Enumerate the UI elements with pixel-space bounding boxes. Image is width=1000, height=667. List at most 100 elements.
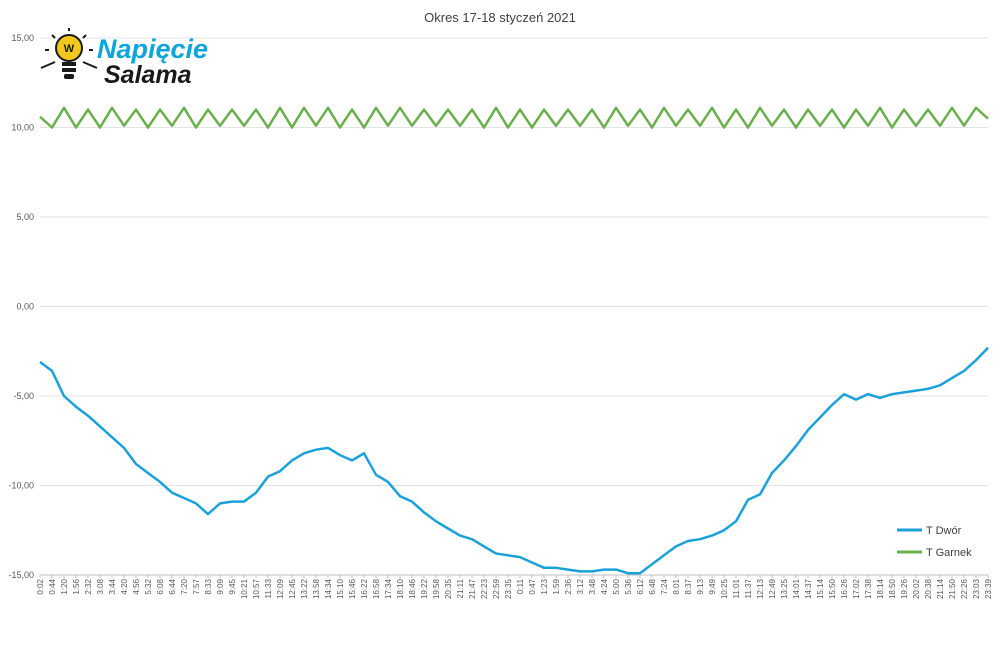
chart-title: Okres 17-18 styczeń 2021 [424,10,576,25]
series-layer [39,106,989,575]
logo-badge: W [64,43,75,55]
x-tick-label: 14:37 [804,578,813,599]
x-tick-label: 10:57 [252,578,261,599]
x-tick-label: 14:34 [324,578,333,599]
x-tick-label: 13:58 [312,578,321,599]
x-tick-label: 20:38 [924,578,933,599]
x-tick-label: 5:36 [624,578,633,594]
x-tick-label: 12:13 [756,578,765,599]
x-tick-label: 15:14 [816,578,825,599]
legend-label-t-garnek: T Garnek [926,547,972,559]
x-tick-label: 18:50 [888,578,897,599]
x-tick-label: 6:12 [636,578,645,594]
x-tick-label: 11:37 [744,578,753,598]
y-tick-label: -15,00 [8,570,34,580]
x-tick-label: 6:48 [648,578,657,594]
y-tick-label: 10,00 [11,123,34,133]
x-tick-label: 0:02 [36,578,45,594]
x-tick-label: 3:08 [96,578,105,594]
x-tick-label: 19:58 [432,578,441,599]
x-tick-label: 9:45 [228,578,237,594]
x-tick-label: 10:25 [720,578,729,599]
x-tick-label: 16:58 [372,578,381,599]
series-line-t-garnek [39,106,989,129]
x-tick-label: 8:01 [672,578,681,594]
x-tick-label: 13:22 [300,578,309,599]
x-tick-label: 17:38 [864,578,873,599]
x-tick-label: 4:56 [132,578,141,594]
x-tick-label: 7:20 [180,578,189,594]
x-tick-label: 23:35 [504,578,513,599]
x-tick-label: 22:26 [960,578,969,599]
grid-lines [40,37,988,576]
x-tick-label: 3:44 [108,578,117,594]
x-tick-label: 23:03 [972,578,981,599]
x-tick-label: 20:35 [444,578,453,599]
x-tick-label: 1:23 [540,578,549,594]
x-tick-label: 7:24 [660,578,669,594]
series-line-t-dwor [39,346,989,575]
x-tick-label: 15:50 [828,578,837,599]
x-tick-label: 13:25 [780,578,789,599]
y-tick-label: 5,00 [16,212,34,222]
x-tick-label: 9:09 [216,578,225,594]
x-tick-label: 18:14 [876,578,885,599]
x-tick-label: 2:32 [84,578,93,594]
x-tick-label: 1:20 [60,578,69,594]
x-tick-label: 2:36 [564,578,573,594]
x-tick-label: 18:10 [396,578,405,599]
x-tick-label: 12:49 [768,578,777,599]
y-axis: 15,00 10,00 5,00 0,00 -5,00 -10,00 -15,00 [8,33,34,580]
x-tick-label: 8:33 [204,578,213,594]
x-tick-label: 21:47 [468,578,477,599]
x-tick-label: 17:02 [852,578,861,599]
x-tick-label: 20:02 [912,578,921,599]
x-tick-label: 14:01 [792,578,801,599]
x-tick-label: 4:24 [600,578,609,594]
x-tick-label: 12:45 [288,578,297,599]
x-tick-label: 0:11 [516,578,525,594]
lightbulb-icon: W [40,28,98,79]
x-tick-label: 23:39 [984,578,993,599]
x-tick-label: 11:01 [732,578,741,598]
y-tick-label: -10,00 [8,481,34,491]
x-tick-label: 21:11 [456,578,465,598]
x-tick-label: 21:50 [948,578,957,599]
legend-item-t-dwor: T Dwór [897,525,962,537]
x-tick-label: 16:22 [360,578,369,599]
x-tick-label: 22:59 [492,578,501,599]
x-tick-label: 15:10 [336,578,345,599]
x-tick-label: 19:22 [420,578,429,599]
y-tick-label: -5,00 [13,391,34,401]
logo: W Napięcie Salama [40,28,208,89]
logo-text-napiecie: Napięcie [97,34,208,64]
x-tick-label: 19:26 [900,578,909,599]
x-axis: 0:02 0:44 1:20 1:56 2:32 3:08 3:44 4:20 4:56 5:32… [36,575,993,599]
x-tick-label: 16:26 [840,578,849,599]
x-tick-label: 8:37 [684,578,693,594]
x-tick-label: 3:48 [588,578,597,594]
x-tick-label: 4:20 [120,578,129,594]
x-tick-label: 7:57 [192,578,201,594]
x-tick-label: 6:08 [156,578,165,594]
x-tick-label: 10:21 [240,578,249,599]
legend: T Dwór T Garnek [897,525,972,559]
x-tick-label: 11:33 [264,578,273,598]
x-tick-label: 12:09 [276,578,285,599]
x-tick-label: 0:47 [528,578,537,594]
x-tick-label: 3:12 [576,578,585,594]
legend-item-t-garnek: T Garnek [897,547,972,559]
logo-text-salama: Salama [104,61,192,89]
x-tick-label: 17:34 [384,578,393,599]
x-tick-label: 18:46 [408,578,417,599]
x-tick-label: 9:49 [708,578,717,594]
x-tick-label: 21:14 [936,578,945,599]
x-tick-label: 5:00 [612,578,621,594]
x-tick-label: 1:59 [552,578,561,594]
x-tick-label: 6:44 [168,578,177,594]
y-tick-label: 0,00 [16,302,34,312]
legend-label-t-dwor: T Dwór [926,525,962,537]
x-tick-label: 22:23 [480,578,489,599]
y-tick-label: 15,00 [11,33,34,43]
